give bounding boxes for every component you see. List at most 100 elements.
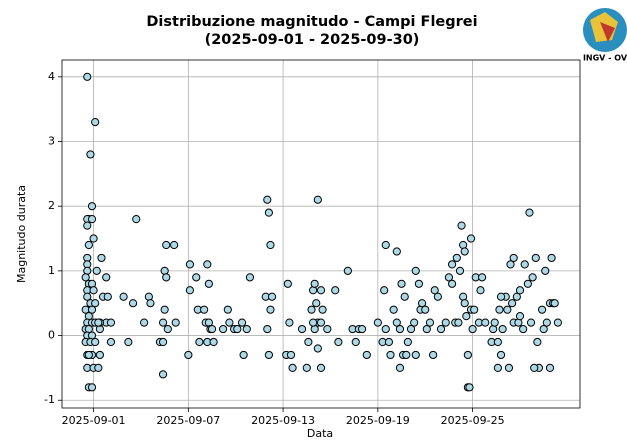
- point: [447, 279, 457, 288]
- point: [476, 286, 485, 295]
- point: [457, 221, 466, 230]
- point: [504, 363, 514, 372]
- point: [506, 260, 515, 269]
- x-tick-label: 2025-09-01: [62, 414, 126, 427]
- point: [323, 324, 332, 334]
- point: [444, 273, 454, 282]
- point: [207, 324, 217, 334]
- point: [310, 279, 319, 288]
- x-tick-label: 2025-09-19: [346, 414, 410, 427]
- point: [89, 234, 98, 243]
- x-tick-label: 2025-09-25: [441, 414, 505, 427]
- point: [507, 299, 517, 308]
- point: [550, 299, 559, 308]
- point: [470, 305, 479, 314]
- y-tick-label: 3: [48, 135, 55, 148]
- point: [318, 305, 327, 314]
- point: [539, 324, 548, 334]
- point: [312, 299, 321, 308]
- point: [266, 305, 275, 314]
- point: [285, 318, 294, 327]
- point: [357, 324, 367, 334]
- point: [242, 324, 251, 334]
- point: [460, 299, 469, 308]
- point: [465, 383, 474, 392]
- point: [307, 305, 316, 314]
- point: [283, 279, 292, 288]
- point: [530, 363, 539, 372]
- point: [192, 273, 201, 282]
- point: [455, 266, 465, 275]
- point: [267, 292, 277, 301]
- point: [525, 208, 534, 217]
- point: [503, 305, 512, 314]
- point: [245, 273, 255, 282]
- point: [515, 286, 525, 295]
- point: [454, 318, 463, 327]
- point: [495, 305, 504, 314]
- point: [526, 318, 536, 327]
- point: [537, 305, 547, 314]
- point: [91, 337, 100, 347]
- point: [102, 273, 111, 282]
- point: [542, 318, 551, 327]
- point: [402, 350, 411, 360]
- point: [83, 221, 92, 230]
- point: [87, 305, 97, 314]
- chart-title: Distribuzione magnitudo - Campi Flegrei: [146, 14, 477, 30]
- point: [106, 337, 116, 347]
- point: [421, 305, 430, 314]
- point: [162, 273, 171, 282]
- y-tick-label: 1: [48, 264, 55, 277]
- point: [462, 312, 471, 321]
- point: [302, 363, 311, 372]
- point: [95, 350, 105, 360]
- point: [468, 324, 477, 334]
- point: [496, 292, 506, 301]
- point: [351, 337, 360, 347]
- point: [430, 286, 439, 295]
- point: [97, 253, 106, 263]
- point: [203, 260, 212, 269]
- point: [395, 363, 405, 372]
- point: [119, 292, 128, 301]
- point: [313, 195, 322, 204]
- point: [94, 318, 103, 327]
- point: [512, 292, 521, 301]
- point: [384, 337, 394, 347]
- point: [225, 318, 234, 327]
- point: [86, 150, 95, 159]
- point: [411, 350, 420, 360]
- point: [263, 195, 272, 204]
- point: [128, 299, 138, 308]
- point: [373, 318, 382, 327]
- point: [400, 292, 409, 301]
- point: [316, 286, 326, 295]
- point: [91, 117, 100, 127]
- point: [132, 215, 141, 224]
- point: [411, 266, 420, 275]
- point: [481, 318, 490, 327]
- point: [414, 279, 424, 288]
- point: [429, 350, 438, 360]
- point: [331, 286, 340, 295]
- point: [195, 337, 204, 347]
- point: [547, 253, 556, 263]
- point: [87, 215, 97, 224]
- point: [266, 240, 275, 250]
- point: [185, 286, 195, 295]
- point: [94, 363, 103, 372]
- point: [200, 305, 209, 314]
- point: [493, 363, 502, 372]
- point: [140, 318, 149, 327]
- point: [436, 324, 446, 334]
- point: [316, 363, 326, 372]
- point: [288, 363, 297, 372]
- point: [304, 337, 313, 347]
- point: [158, 318, 168, 327]
- point: [83, 72, 92, 81]
- point: [533, 337, 542, 347]
- point: [386, 350, 395, 360]
- point: [381, 324, 390, 334]
